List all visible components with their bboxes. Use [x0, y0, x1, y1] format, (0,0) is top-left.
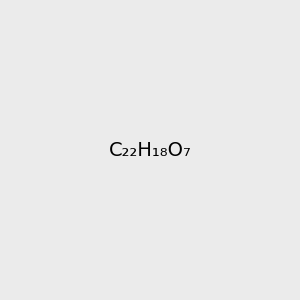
Text: C₂₂H₁₈O₇: C₂₂H₁₈O₇: [109, 140, 191, 160]
